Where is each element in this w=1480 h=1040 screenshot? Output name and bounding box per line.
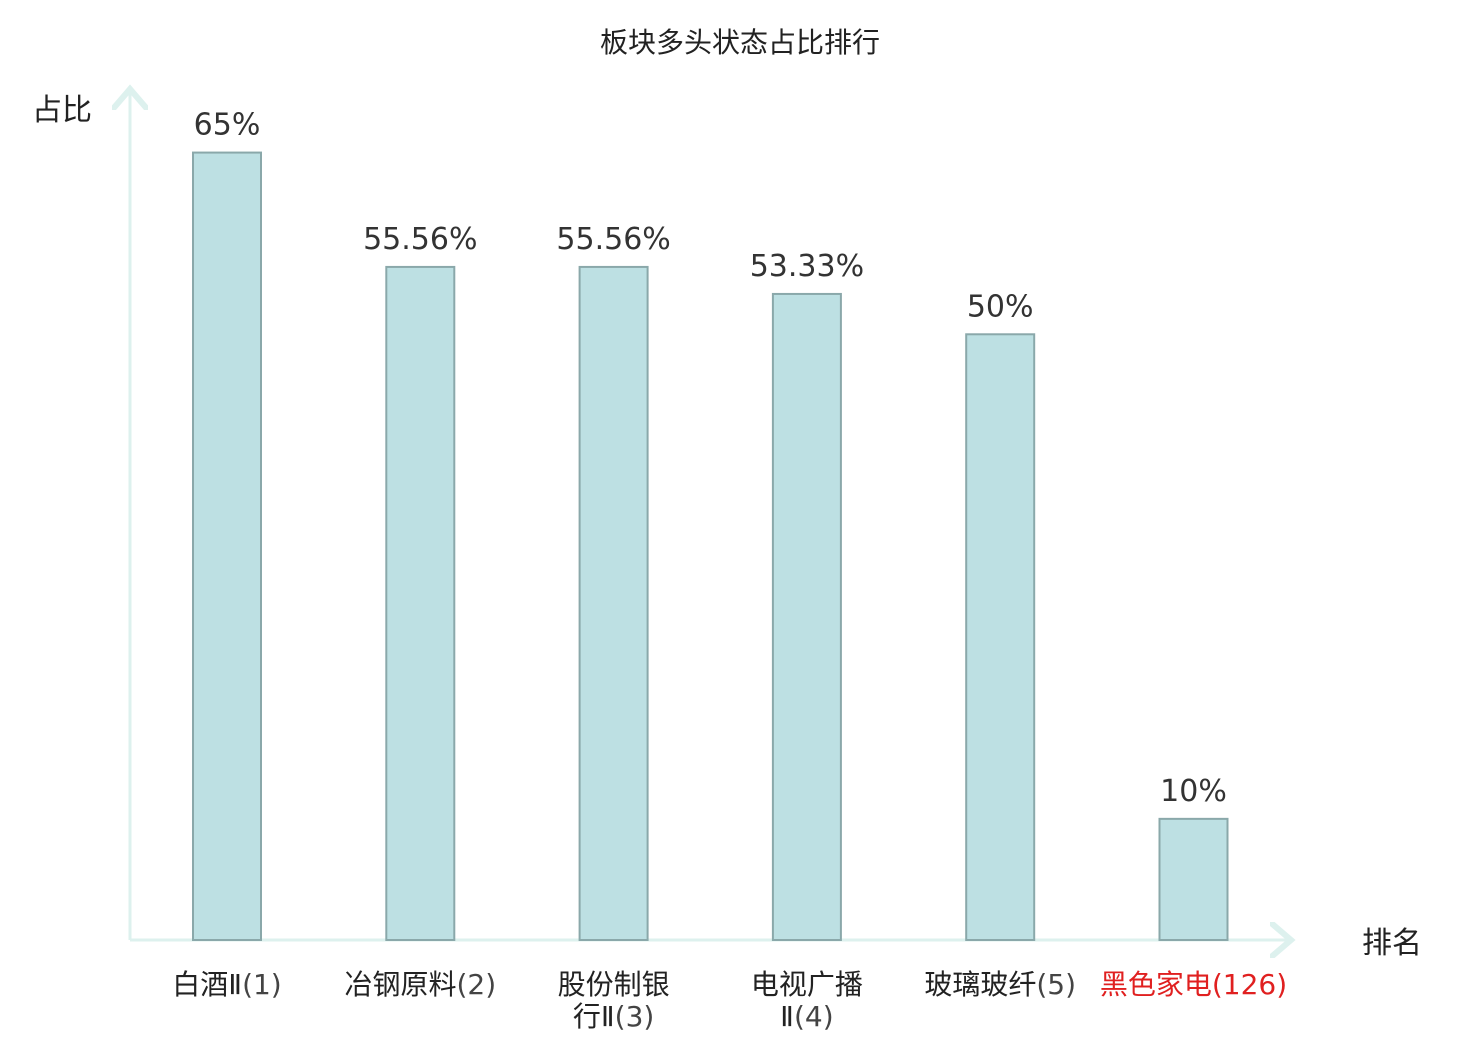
category-label-line2: Ⅱ(4) xyxy=(780,1000,833,1033)
category-label: 白酒Ⅱ(1) xyxy=(172,968,281,1001)
category-rank: (5) xyxy=(1036,968,1076,1001)
bars-group xyxy=(192,151,1229,942)
bar xyxy=(1158,817,1229,941)
bar-value-label: 53.33% xyxy=(750,249,864,284)
category-name: 黑色家电 xyxy=(1100,968,1212,1001)
category-name: 白酒Ⅱ xyxy=(172,968,242,1001)
bar xyxy=(192,151,262,942)
chart-title: 板块多头状态占比排行 xyxy=(600,26,880,59)
category-rank: (1) xyxy=(242,968,282,1001)
category-name: 冶钢原料 xyxy=(344,968,456,1001)
category-label-line2: 行Ⅱ(3) xyxy=(573,1000,654,1033)
value-labels-group: 65% 55.56% 55.56% 53.33% 50% 10% xyxy=(194,108,1227,809)
bar-value-label: 65% xyxy=(194,108,261,143)
bar-value-label: 10% xyxy=(1160,774,1227,809)
category-label: 黑色家电(126) xyxy=(1100,968,1287,1001)
category-name-cont: Ⅱ xyxy=(780,1000,794,1033)
category-name-cont: 行Ⅱ xyxy=(573,1000,615,1033)
category-rank: (126) xyxy=(1212,968,1287,1001)
y-axis-label: 占比 xyxy=(32,93,92,128)
bar xyxy=(771,292,842,941)
category-name: 股份制银 xyxy=(558,968,670,1001)
bar-value-label: 55.56% xyxy=(556,222,670,257)
category-label: 玻璃玻纤(5) xyxy=(924,968,1076,1001)
bar xyxy=(578,265,649,941)
category-label: 股份制银 xyxy=(558,968,670,1001)
category-rank: (4) xyxy=(794,1000,834,1033)
bar-value-label: 55.56% xyxy=(363,222,477,257)
category-rank: (3) xyxy=(615,1000,655,1033)
bar xyxy=(385,265,456,941)
bar xyxy=(965,333,1036,941)
category-rank: (2) xyxy=(456,968,496,1001)
category-label: 冶钢原料(2) xyxy=(344,968,496,1001)
category-label: 电视广播 xyxy=(751,968,863,1001)
category-name: 玻璃玻纤 xyxy=(924,968,1036,1001)
x-axis-label: 排名 xyxy=(1362,926,1422,961)
category-name: 电视广播 xyxy=(751,968,863,1001)
bar-value-label: 50% xyxy=(967,289,1034,324)
